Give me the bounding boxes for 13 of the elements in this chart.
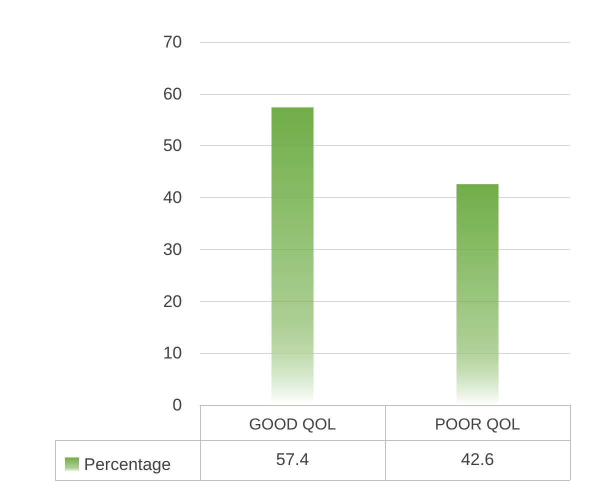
data-label: 57.4 — [274, 450, 310, 470]
y-tick-label: 30 — [163, 240, 182, 259]
x-tick-label: POOR QOL — [434, 416, 520, 434]
y-tick-label: 60 — [163, 84, 182, 104]
y-tick-label: 0 — [172, 396, 182, 414]
y-tick-label: 10 — [163, 344, 182, 363]
data-label: 42.6 — [460, 450, 496, 470]
x-tick-label: GOOD QOL — [248, 416, 336, 434]
y-tick-label: 20 — [163, 292, 182, 311]
legend-label: Percentage — [84, 455, 171, 474]
y-tick-label: 50 — [163, 136, 182, 156]
y-tick-label: 70 — [163, 32, 182, 52]
y-tick-label: 40 — [163, 188, 182, 208]
